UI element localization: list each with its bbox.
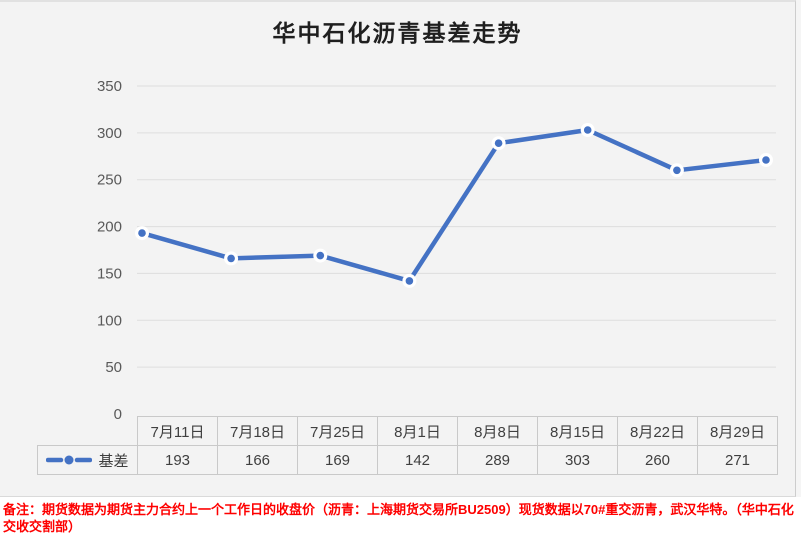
value-cell: 142	[377, 445, 458, 475]
y-axis-tick-label: 250	[97, 172, 122, 189]
y-axis-tick-label: 300	[97, 125, 122, 142]
category-header-cell: 8月8日	[457, 416, 538, 446]
value-cell: 271	[697, 445, 778, 475]
data-point-marker	[227, 254, 235, 263]
data-point-marker	[673, 166, 681, 175]
data-point-marker	[583, 126, 592, 134]
series-line	[139, 127, 769, 284]
legend-line-marker-icon	[46, 455, 93, 465]
plot-svg: 0 50 100 150 200 250 300 350	[97, 78, 776, 423]
table-value-row: 基差 193 166 169 142 289 303 260 271	[37, 445, 778, 475]
data-point-marker	[405, 277, 414, 285]
y-axis-tick-label: 150	[97, 265, 122, 282]
legend-cell: 基差	[37, 445, 138, 475]
data-table: 7月11日 7月18日 7月25日 8月1日 8月8日 8月15日 8月22日 8月29日 基差…	[37, 416, 778, 475]
y-axis-tick-label: 200	[97, 219, 122, 236]
category-header-cell: 8月29日	[697, 416, 778, 446]
y-axis-tick-label: 50	[105, 359, 122, 376]
legend-label: 基差	[98, 452, 129, 470]
data-point-marker	[316, 251, 325, 260]
value-cell: 169	[297, 445, 378, 475]
category-header-cell: 8月22日	[617, 416, 698, 446]
category-header-cell: 8月15日	[537, 416, 618, 446]
value-cell: 193	[137, 445, 218, 475]
chart-title: 华中石化沥青基差走势	[272, 21, 523, 46]
table-header-row: 7月11日 7月18日 7月25日 8月1日 8月8日 8月15日 8月22日 8月29日	[38, 416, 778, 446]
category-header-cell: 8月1日	[377, 416, 458, 446]
value-cell: 289	[457, 445, 538, 475]
data-point-marker	[762, 156, 770, 164]
category-header-cell: 7月18日	[217, 416, 298, 446]
legend-marker-dot	[64, 455, 74, 465]
data-point-marker	[494, 139, 503, 147]
y-axis-tick-label: 350	[97, 78, 122, 95]
chart: 0 50 100 150 200 250 300 350 华中石化沥青基差走势 7月11日 7月…	[0, 0, 796, 497]
value-cell: 260	[617, 445, 698, 475]
y-axis-tick-label: 100	[97, 312, 122, 329]
category-header-cell: 7月11日	[137, 416, 218, 446]
category-header-cell: 7月25日	[297, 416, 378, 446]
footnote: 备注：期货数据为期货主力合约上一个工作日的收盘价（沥青：上海期货交易所BU250…	[0, 497, 801, 539]
value-cell: 303	[537, 445, 618, 475]
value-cell: 166	[217, 445, 298, 475]
data-table-body: 7月11日 7月18日 7月25日 8月1日 8月8日 8月15日 8月22日 8月29日 基差…	[37, 416, 778, 475]
data-point-marker	[138, 229, 146, 237]
table-spacer-cell	[38, 417, 138, 446]
y-axis-tick-label: 0	[114, 406, 122, 423]
